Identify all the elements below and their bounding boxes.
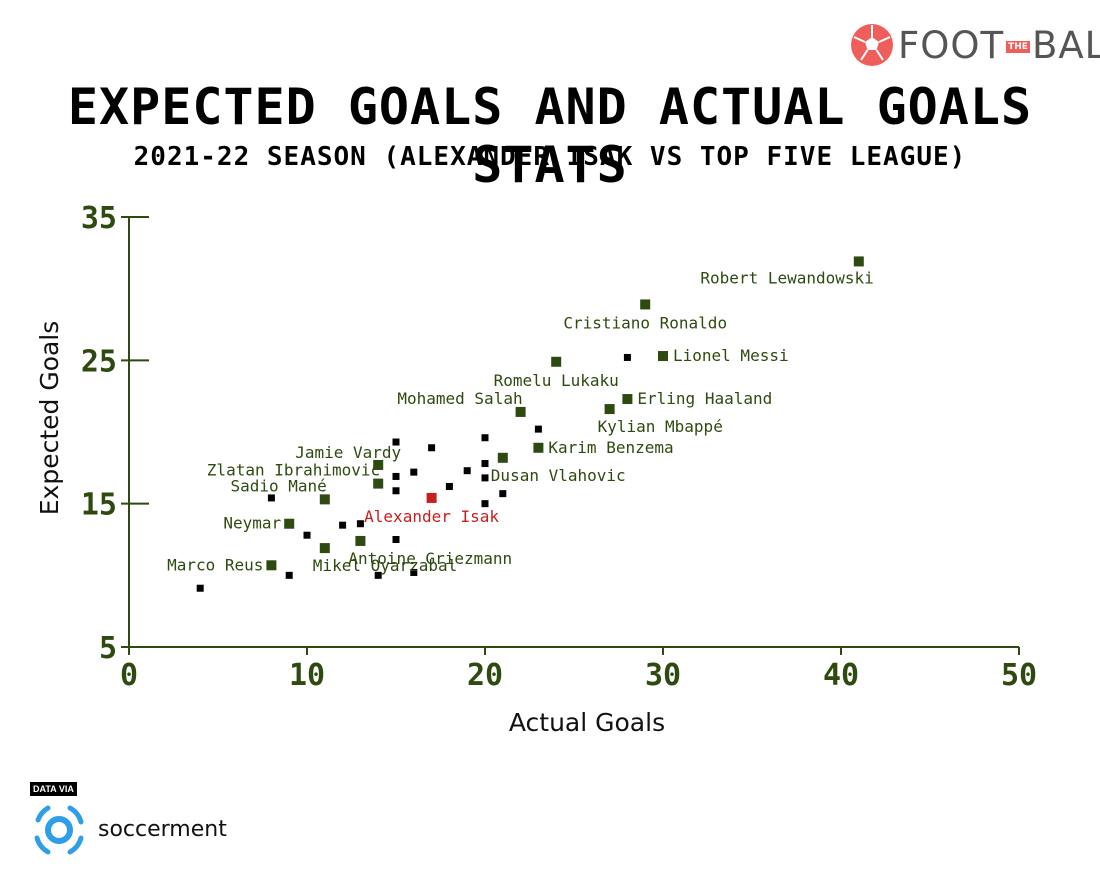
data-point <box>392 536 400 543</box>
player-point <box>515 406 526 417</box>
player-label: Karim Benzema <box>548 438 673 457</box>
player-label: Zlatan Ibrahimovic <box>207 461 380 480</box>
brand-logo: FOOTTHEBALL <box>850 22 1100 68</box>
y-axis-label: Expected Goals <box>35 321 64 516</box>
player-label: Mohamed Salah <box>397 389 522 408</box>
data-point <box>392 487 400 495</box>
x-tick-label: 10 <box>289 658 325 693</box>
player-label: Antoine Griezmann <box>348 549 512 568</box>
player-label: Kylian Mbappé <box>598 417 723 436</box>
y-tick-label: 35 <box>81 201 117 236</box>
data-point <box>428 444 436 452</box>
data-point <box>445 482 453 490</box>
x-tick-label: 30 <box>645 658 681 693</box>
highlight-label: Alexander Isak <box>364 507 499 526</box>
player-point <box>497 452 508 463</box>
player-label: Marco Reus <box>167 555 263 574</box>
data-point <box>410 468 418 476</box>
player-point <box>355 535 366 546</box>
data-point <box>285 571 293 579</box>
source-name: soccerment <box>98 816 227 842</box>
data-point <box>481 500 489 508</box>
chart-marks: Robert Lewandowski Cristiano Ronaldo Lione… <box>167 256 874 592</box>
chart-axes: 0 10 20 30 40 50 5 15 25 35 <box>81 201 1037 693</box>
player-label: Robert Lewandowski <box>700 268 873 287</box>
data-point <box>481 434 489 442</box>
player-point <box>533 442 544 453</box>
chart-title: EXPECTED GOALS AND ACTUAL GOALS STATS <box>67 78 1033 194</box>
x-axis-label: Actual Goals <box>509 708 665 737</box>
player-label: Jamie Vardy <box>295 443 401 462</box>
y-tick-label: 25 <box>81 344 117 379</box>
data-point <box>481 474 489 482</box>
player-point <box>622 394 633 405</box>
x-tick-label: 40 <box>823 658 859 693</box>
player-label: Sadio Mané <box>230 476 326 495</box>
data-point <box>534 425 542 433</box>
y-tick-label: 5 <box>99 631 117 666</box>
data-point <box>499 490 507 498</box>
soccer-ball-icon <box>851 24 893 66</box>
data-point <box>481 460 489 468</box>
x-tick-label: 0 <box>120 658 138 693</box>
player-label: Romelu Lukaku <box>494 371 619 390</box>
soccerment-logo-icon <box>34 805 84 855</box>
player-point <box>853 256 864 267</box>
player-label: Dusan Vlahovic <box>491 466 626 485</box>
player-point <box>604 404 615 415</box>
data-point <box>392 438 400 446</box>
player-point <box>373 478 384 489</box>
player-label: Neymar <box>223 514 281 533</box>
data-point <box>196 584 204 592</box>
data-point <box>374 571 382 579</box>
player-point <box>319 543 330 554</box>
data-point <box>623 353 631 361</box>
y-tick-label: 15 <box>81 488 117 523</box>
player-point <box>551 356 562 367</box>
data-point <box>339 521 347 529</box>
player-point <box>640 299 651 310</box>
highlight-point <box>426 492 437 503</box>
data-point <box>356 520 364 528</box>
player-point <box>658 351 668 362</box>
data-point <box>303 531 311 539</box>
player-label: Cristiano Ronaldo <box>563 313 727 332</box>
chart-subtitle: 2021-22 SEASON (ALEXANDER ISAK VS TOP FI… <box>133 142 967 172</box>
data-via-badge: DATA VIA <box>30 782 77 796</box>
player-label: Erling Haaland <box>637 389 772 408</box>
x-tick-label: 50 <box>1001 658 1037 693</box>
player-point <box>373 459 384 470</box>
data-point <box>392 472 400 480</box>
x-tick-label: 20 <box>467 658 503 693</box>
data-point <box>410 568 418 576</box>
data-point <box>463 467 471 475</box>
brand-wordmark: FOOTTHEBALL <box>898 23 1100 67</box>
player-label: Mikel Oyarzabal <box>313 556 458 575</box>
player-label: Lionel Messi <box>673 346 789 365</box>
player-point <box>319 494 330 505</box>
player-point <box>284 518 295 529</box>
player-point <box>266 560 277 571</box>
data-source-logo: soccerment <box>30 800 227 858</box>
data-point <box>267 494 275 502</box>
